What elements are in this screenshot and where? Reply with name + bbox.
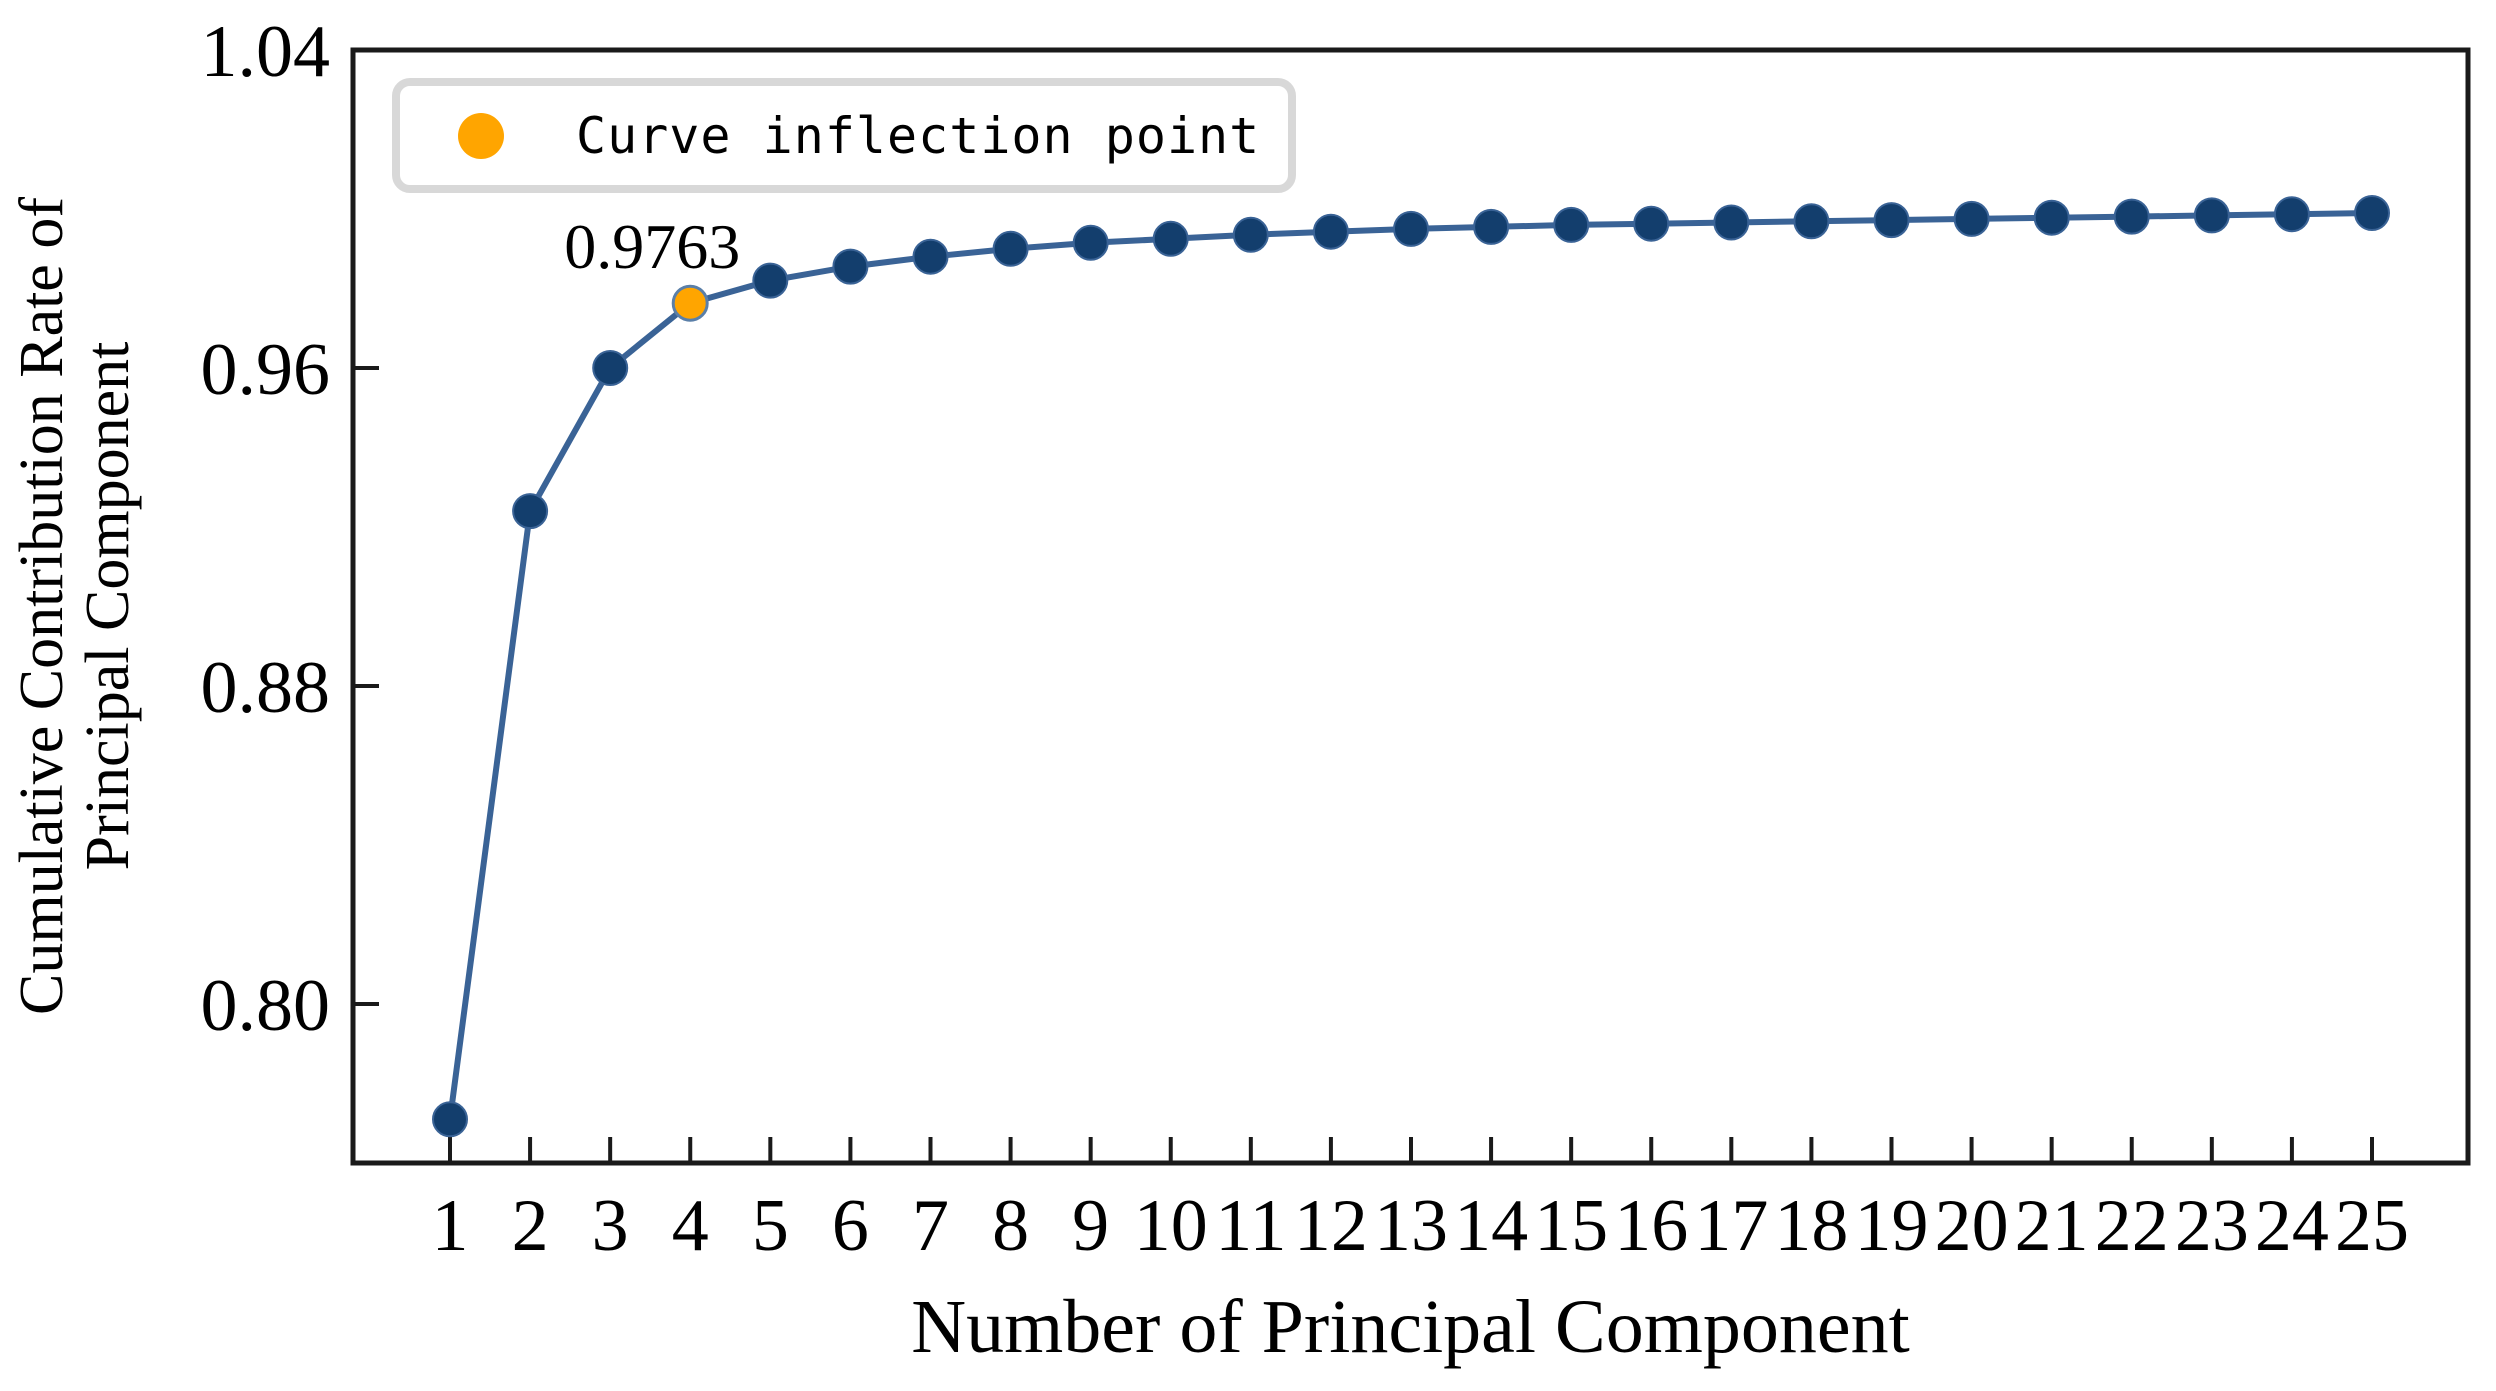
inflection-point <box>671 284 709 322</box>
y-tick-label: 1.04 <box>201 11 331 93</box>
data-point <box>1633 205 1670 242</box>
data-point <box>912 238 949 275</box>
data-point <box>1953 200 1990 237</box>
y-tick-label: 0.80 <box>201 965 331 1047</box>
data-point <box>1553 206 1590 243</box>
x-tick-label: 7 <box>912 1185 949 1267</box>
x-tick-label: 18 <box>1774 1185 1848 1267</box>
x-tick-label: 3 <box>592 1185 629 1267</box>
data-point <box>1473 208 1510 245</box>
data-point <box>2113 198 2150 235</box>
x-tick-label: 24 <box>2255 1185 2329 1267</box>
x-tick-label: 8 <box>992 1185 1029 1267</box>
data-point <box>2354 195 2390 231</box>
data-point <box>592 350 629 386</box>
x-tick-label: 11 <box>1215 1185 1286 1267</box>
x-tick-label: 21 <box>2015 1185 2089 1267</box>
data-point <box>832 248 869 285</box>
data-point <box>2273 196 2310 233</box>
legend-label: Curve inflection point <box>576 106 1261 165</box>
x-tick-label: 23 <box>2175 1185 2249 1267</box>
x-tick-label: 17 <box>1694 1185 1768 1267</box>
data-point <box>1873 202 1910 239</box>
x-tick-label: 13 <box>1374 1185 1448 1267</box>
x-axis-title: Number of Principal Component <box>911 1285 1910 1369</box>
y-tick-label: 0.88 <box>201 647 331 729</box>
inflection-annotation: 0.9763 <box>564 211 741 283</box>
x-tick-label: 22 <box>2095 1185 2169 1267</box>
data-point <box>432 1101 468 1138</box>
x-tick-label: 6 <box>832 1185 869 1267</box>
data-point <box>1152 220 1189 257</box>
data-point <box>2033 199 2070 236</box>
x-tick-label: 9 <box>1072 1185 1109 1267</box>
legend-marker-icon <box>458 112 504 159</box>
series-line <box>447 210 2373 1120</box>
data-point <box>752 262 789 299</box>
data-point <box>1232 216 1269 253</box>
data-point <box>2193 197 2230 234</box>
y-tick-label: 0.96 <box>201 329 331 411</box>
x-tick-label: 1 <box>432 1185 469 1267</box>
data-point <box>1793 203 1830 240</box>
x-tick-label: 2 <box>512 1185 549 1267</box>
data-point <box>1393 210 1429 247</box>
x-tick-label: 10 <box>1134 1185 1208 1267</box>
y-axis-title-line1: Cumulative Contribution Rate of <box>8 197 76 1015</box>
data-point <box>1713 204 1750 241</box>
legend: Curve inflection point <box>392 78 1296 193</box>
plot-frame <box>350 47 2471 1166</box>
x-tick-label: 4 <box>672 1185 709 1267</box>
data-point <box>512 493 549 530</box>
data-point <box>1312 213 1349 250</box>
x-tick-label: 5 <box>752 1185 789 1267</box>
y-axis-title-line2: Principal Component <box>74 341 142 871</box>
x-tick-label: 12 <box>1294 1185 1368 1267</box>
data-point <box>992 230 1029 267</box>
x-tick-label: 14 <box>1454 1185 1528 1267</box>
x-tick-label: 15 <box>1534 1185 1608 1267</box>
x-tick-label: 25 <box>2335 1185 2409 1267</box>
y-axis-title: Cumulative Contribution Rate of Principa… <box>8 56 142 1156</box>
x-tick-label: 16 <box>1614 1185 1688 1267</box>
x-tick-label: 20 <box>1935 1185 2009 1267</box>
x-tick-label: 19 <box>1854 1185 1928 1267</box>
data-point <box>1072 224 1109 261</box>
